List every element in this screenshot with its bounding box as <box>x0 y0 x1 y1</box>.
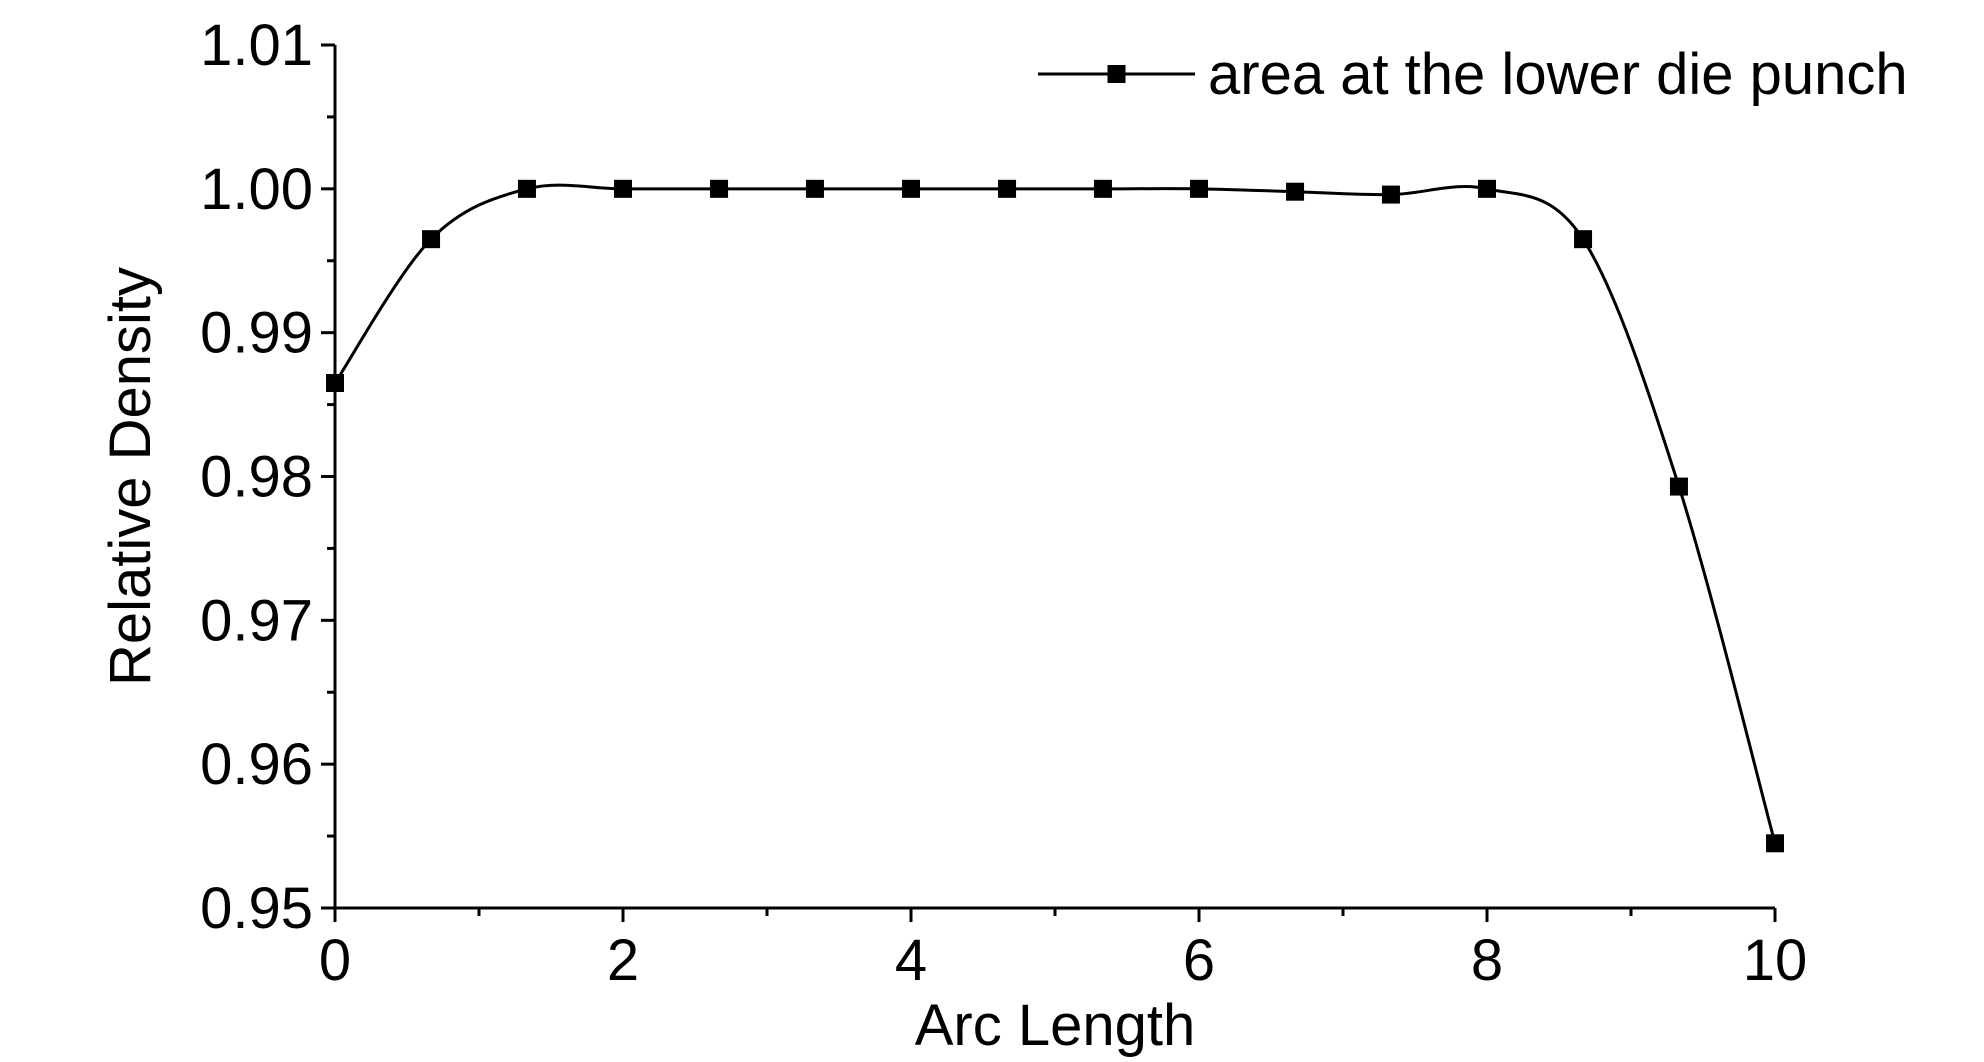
data-point-marker <box>1381 185 1400 204</box>
y-axis-ticks: 0.95 0.96 0.97 0.98 0.99 1.00 1.01 <box>200 13 335 941</box>
x-tick-label: 10 <box>1743 928 1808 993</box>
x-tick-label: 8 <box>1471 928 1503 993</box>
legend-marker-swatch <box>1107 65 1126 83</box>
data-point-marker <box>1766 834 1784 853</box>
data-point-marker <box>710 179 729 198</box>
y-tick-label: 0.98 <box>200 445 313 510</box>
y-tick-label: 0.95 <box>200 876 313 941</box>
data-point-marker <box>517 179 536 198</box>
y-tick-label: 0.97 <box>200 588 313 653</box>
data-point-marker <box>1286 182 1305 201</box>
series-line <box>333 183 1777 844</box>
data-point-marker <box>1478 179 1496 198</box>
y-axis-title: Relative Density <box>98 267 163 686</box>
x-tick-label: 4 <box>895 928 927 993</box>
legend-label: area at the lower die punch <box>1208 42 1908 107</box>
data-point-marker <box>805 179 824 198</box>
data-point-marker <box>1190 179 1208 198</box>
x-axis-title: Arc Length <box>915 993 1196 1058</box>
data-point-marker <box>902 179 920 198</box>
y-tick-label: 1.01 <box>200 13 313 78</box>
x-tick-label: 2 <box>607 928 639 993</box>
x-tick-label: 0 <box>319 928 351 993</box>
data-point-marker <box>422 230 441 249</box>
data-point-marker <box>1574 230 1593 249</box>
x-axis-ticks: 0 2 4 6 8 10 <box>319 908 1807 993</box>
series-layer <box>326 179 1784 853</box>
data-point-marker <box>1669 477 1688 496</box>
data-point-marker <box>1093 179 1112 198</box>
legend: area at the lower die punch <box>1038 42 1908 107</box>
x-tick-label: 6 <box>1183 928 1215 993</box>
y-tick-label: 0.99 <box>200 301 313 366</box>
data-point-marker <box>326 374 344 393</box>
y-tick-label: 1.00 <box>200 157 313 222</box>
data-point-marker <box>614 179 632 198</box>
y-tick-label: 0.96 <box>200 732 313 797</box>
data-point-marker <box>998 179 1017 198</box>
